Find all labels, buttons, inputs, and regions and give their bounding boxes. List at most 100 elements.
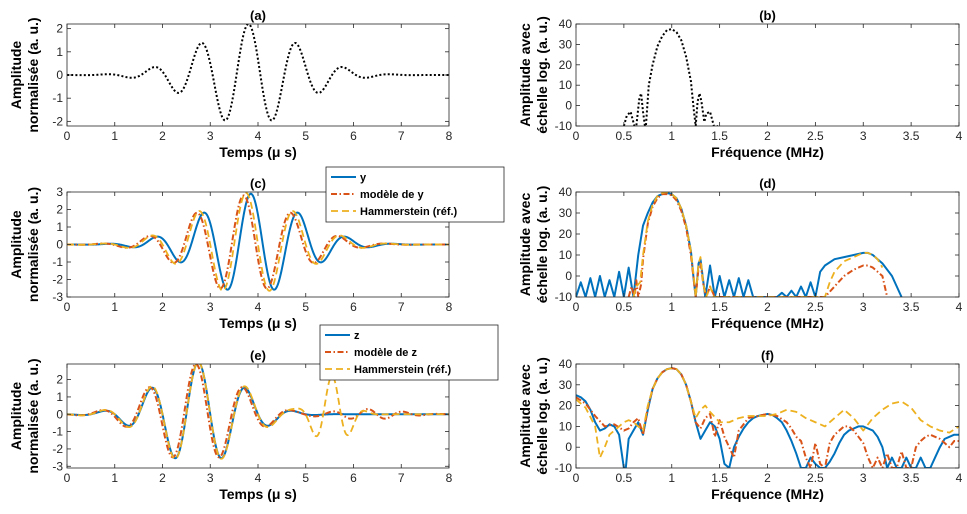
x-tick-label: 2 bbox=[764, 300, 771, 314]
y-axis-label-line-1: Amplitude bbox=[8, 210, 24, 279]
x-tick-label: 3 bbox=[207, 300, 214, 314]
x-tick-label: 8 bbox=[446, 471, 453, 485]
x-tick-label: 1.5 bbox=[711, 129, 728, 143]
y-axis-label: Amplitude normalisée (a. u.) bbox=[8, 17, 41, 132]
y-axis-label: Amplitude normalisée (a. u.) bbox=[8, 358, 41, 473]
panel-title: (c) bbox=[250, 176, 266, 191]
y-axis-label-line-2: normalisée (a. u.) bbox=[25, 17, 41, 132]
x-axis-label: Temps (μ s) bbox=[219, 486, 297, 502]
y-tick-label: 0 bbox=[56, 238, 63, 252]
x-tick-label: 3 bbox=[207, 471, 214, 485]
series-line-e-2 bbox=[67, 364, 449, 460]
y-tick-label: -3 bbox=[52, 290, 63, 304]
x-tick-label: 6 bbox=[350, 300, 357, 314]
y-axis-label-line-2: échelle log. (a. u.) bbox=[534, 16, 550, 133]
x-tick-label: 5 bbox=[302, 471, 309, 485]
panel-title: (e) bbox=[250, 348, 266, 363]
x-tick-label: 2 bbox=[764, 471, 771, 485]
y-tick-label: 40 bbox=[559, 357, 573, 371]
x-tick-label: 3 bbox=[207, 129, 214, 143]
x-tick-label: 0 bbox=[573, 471, 580, 485]
y-tick-label: -2 bbox=[52, 273, 63, 287]
x-tick-label: 1.5 bbox=[711, 300, 728, 314]
x-tick-label: 7 bbox=[398, 300, 405, 314]
y-tick-label: -1 bbox=[52, 425, 63, 439]
y-tick-label: 0 bbox=[56, 68, 63, 82]
y-tick-label: 1 bbox=[56, 390, 63, 404]
x-tick-label: 1 bbox=[111, 471, 118, 485]
y-tick-label: 1 bbox=[56, 220, 63, 234]
legend-label: y bbox=[360, 172, 367, 184]
y-tick-label: -2 bbox=[52, 442, 63, 456]
x-tick-label: 2.5 bbox=[807, 471, 824, 485]
legend-label: Hammerstein (réf.) bbox=[354, 364, 452, 376]
y-tick-label: 1 bbox=[56, 45, 63, 59]
x-tick-label: 0 bbox=[64, 129, 71, 143]
y-axis-label-line-1: Amplitude avec bbox=[517, 364, 533, 468]
y-tick-label: 40 bbox=[559, 185, 573, 199]
x-tick-label: 4 bbox=[255, 129, 262, 143]
series-group bbox=[576, 192, 903, 297]
panel-f: 0 0.5 1 1.5 2 2.5 3 3.5 4-10010203040(f)Fréquenc… bbox=[517, 348, 963, 502]
x-tick-label: 3.5 bbox=[903, 471, 920, 485]
x-tick-label: 4 bbox=[255, 300, 262, 314]
y-tick-label: 0 bbox=[565, 269, 572, 283]
panel-title: (b) bbox=[759, 8, 776, 23]
y-tick-label: 10 bbox=[559, 248, 573, 262]
series-group bbox=[67, 364, 449, 460]
x-tick-label: 2.5 bbox=[807, 300, 824, 314]
series-group bbox=[67, 192, 449, 292]
x-tick-label: 2.5 bbox=[807, 129, 824, 143]
x-tick-label: 3 bbox=[860, 471, 867, 485]
x-tick-label: 3.5 bbox=[903, 300, 920, 314]
y-axis-label-line-1: Amplitude bbox=[8, 41, 24, 110]
x-tick-label: 4 bbox=[956, 300, 963, 314]
y-axis-label: Amplitude avec échelle log. (a. u.) bbox=[517, 357, 550, 474]
x-tick-label: 6 bbox=[350, 129, 357, 143]
y-axis-label-line-2: échelle log. (a. u.) bbox=[534, 186, 550, 303]
y-tick-label: 10 bbox=[559, 419, 573, 433]
y-tick-label: 2 bbox=[56, 373, 63, 387]
x-tick-label: 4 bbox=[956, 129, 963, 143]
y-tick-label: 20 bbox=[559, 58, 573, 72]
y-tick-label: 2 bbox=[56, 22, 63, 36]
y-axis-label-line-1: Amplitude avec bbox=[517, 193, 533, 297]
x-tick-label: 3 bbox=[860, 300, 867, 314]
y-axis-label-line-1: Amplitude bbox=[8, 382, 24, 451]
y-tick-label: 0 bbox=[565, 99, 572, 113]
y-tick-label: -3 bbox=[52, 459, 63, 473]
x-tick-label: 0 bbox=[64, 300, 71, 314]
panel-d: 0 0.5 1 1.5 2 2.5 3 3.5 4-10010203040(d)Fréquenc… bbox=[517, 176, 963, 331]
x-tick-label: 1 bbox=[668, 300, 675, 314]
x-tick-label: 0 bbox=[573, 300, 580, 314]
series-group bbox=[622, 28, 718, 126]
y-tick-label: 3 bbox=[56, 185, 63, 199]
y-axis-label: Amplitude avec échelle log. (a. u.) bbox=[517, 16, 550, 133]
y-tick-label: -10 bbox=[555, 461, 573, 475]
x-tick-label: 0.5 bbox=[616, 300, 633, 314]
legend-label: modèle de z bbox=[354, 347, 417, 359]
series-line-d-2 bbox=[632, 192, 884, 297]
y-axis-label: Amplitude avec échelle log. (a. u.) bbox=[517, 186, 550, 303]
x-tick-label: 8 bbox=[446, 129, 453, 143]
panel-a: 0 1 2 3 4 5 6 7 8 -2 -1 0 1 2 (a) Temps (μ s) Amplitude n… bbox=[8, 8, 453, 160]
x-tick-label: 3 bbox=[860, 129, 867, 143]
y-tick-label: 20 bbox=[559, 227, 573, 241]
x-tick-label: 1 bbox=[111, 300, 118, 314]
y-tick-label: 0 bbox=[565, 440, 572, 454]
x-axis-label: Temps (μ s) bbox=[219, 315, 297, 331]
x-axis-label: Temps (μ s) bbox=[219, 144, 297, 160]
x-tick-label: 0.5 bbox=[616, 471, 633, 485]
x-tick-label: 3.5 bbox=[903, 129, 920, 143]
x-axis-label: Fréquence (MHz) bbox=[711, 144, 824, 160]
panel-title: (d) bbox=[759, 176, 776, 191]
y-tick-label: -10 bbox=[555, 119, 573, 133]
series-line-e-1 bbox=[67, 364, 449, 459]
legend-label: z bbox=[354, 330, 360, 342]
series-line-d-0 bbox=[576, 192, 903, 297]
y-tick-label: 30 bbox=[559, 37, 573, 51]
y-axis-label-line-2: normalisée (a. u.) bbox=[25, 358, 41, 473]
x-tick-label: 1 bbox=[111, 129, 118, 143]
x-tick-label: 7 bbox=[398, 129, 405, 143]
